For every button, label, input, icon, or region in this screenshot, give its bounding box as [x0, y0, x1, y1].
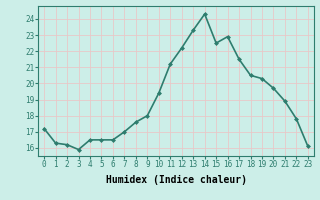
X-axis label: Humidex (Indice chaleur): Humidex (Indice chaleur): [106, 175, 246, 185]
